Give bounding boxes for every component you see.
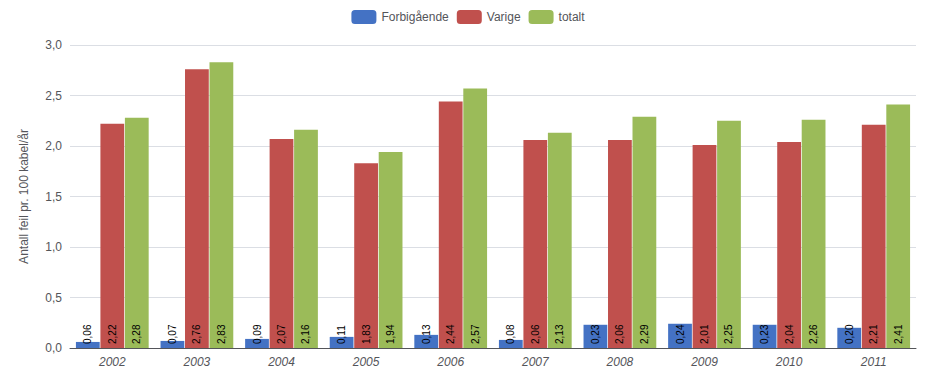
- svg-text:1,94: 1,94: [385, 324, 396, 344]
- svg-text:0,20: 0,20: [844, 324, 855, 344]
- svg-text:2,41: 2,41: [893, 324, 904, 344]
- svg-text:2,83: 2,83: [216, 324, 227, 344]
- svg-text:2,16: 2,16: [300, 324, 311, 344]
- svg-text:2,44: 2,44: [445, 324, 456, 344]
- svg-text:Varige: Varige: [487, 10, 521, 24]
- svg-text:2,06: 2,06: [614, 324, 625, 344]
- svg-text:Antall feil pr. 100 kabel/år: Antall feil pr. 100 kabel/år: [17, 129, 31, 264]
- svg-text:2,5: 2,5: [45, 89, 62, 103]
- svg-text:2004: 2004: [267, 355, 295, 369]
- svg-text:2,26: 2,26: [808, 324, 819, 344]
- svg-text:2,57: 2,57: [470, 324, 481, 344]
- svg-text:2,22: 2,22: [107, 324, 118, 344]
- svg-text:2005: 2005: [352, 355, 380, 369]
- svg-text:2,29: 2,29: [639, 324, 650, 344]
- svg-text:3,0: 3,0: [45, 38, 62, 52]
- svg-text:2,76: 2,76: [191, 324, 202, 344]
- svg-text:2011: 2011: [860, 355, 887, 369]
- svg-text:2,06: 2,06: [530, 324, 541, 344]
- svg-text:0,23: 0,23: [590, 324, 601, 344]
- svg-text:2,25: 2,25: [723, 324, 734, 344]
- svg-text:0,09: 0,09: [252, 324, 263, 344]
- svg-text:0,24: 0,24: [675, 324, 686, 344]
- svg-text:totalt: totalt: [559, 10, 586, 24]
- svg-text:0,5: 0,5: [45, 291, 62, 305]
- svg-text:0,0: 0,0: [45, 341, 62, 355]
- svg-text:0,07: 0,07: [167, 324, 178, 344]
- svg-text:2,01: 2,01: [699, 324, 710, 344]
- svg-text:2006: 2006: [436, 355, 464, 369]
- svg-text:2,0: 2,0: [45, 139, 62, 153]
- svg-text:2009: 2009: [690, 355, 718, 369]
- svg-text:0,06: 0,06: [82, 324, 93, 344]
- svg-text:1,83: 1,83: [361, 324, 372, 344]
- svg-text:2,04: 2,04: [784, 324, 795, 344]
- svg-text:2,28: 2,28: [131, 324, 142, 344]
- svg-text:2,13: 2,13: [554, 324, 565, 344]
- svg-text:2,21: 2,21: [868, 324, 879, 344]
- svg-text:2,07: 2,07: [276, 324, 287, 344]
- svg-text:2007: 2007: [521, 355, 550, 369]
- svg-text:0,11: 0,11: [336, 325, 347, 344]
- svg-text:2010: 2010: [775, 355, 803, 369]
- svg-text:0,08: 0,08: [505, 324, 516, 344]
- svg-text:1,5: 1,5: [45, 190, 62, 204]
- svg-text:1,0: 1,0: [45, 240, 62, 254]
- svg-text:2002: 2002: [98, 355, 126, 369]
- svg-text:0,13: 0,13: [421, 324, 432, 344]
- svg-text:Forbigående: Forbigående: [381, 10, 449, 24]
- svg-text:2008: 2008: [606, 355, 634, 369]
- svg-text:2003: 2003: [183, 355, 211, 369]
- svg-text:0,23: 0,23: [759, 324, 770, 344]
